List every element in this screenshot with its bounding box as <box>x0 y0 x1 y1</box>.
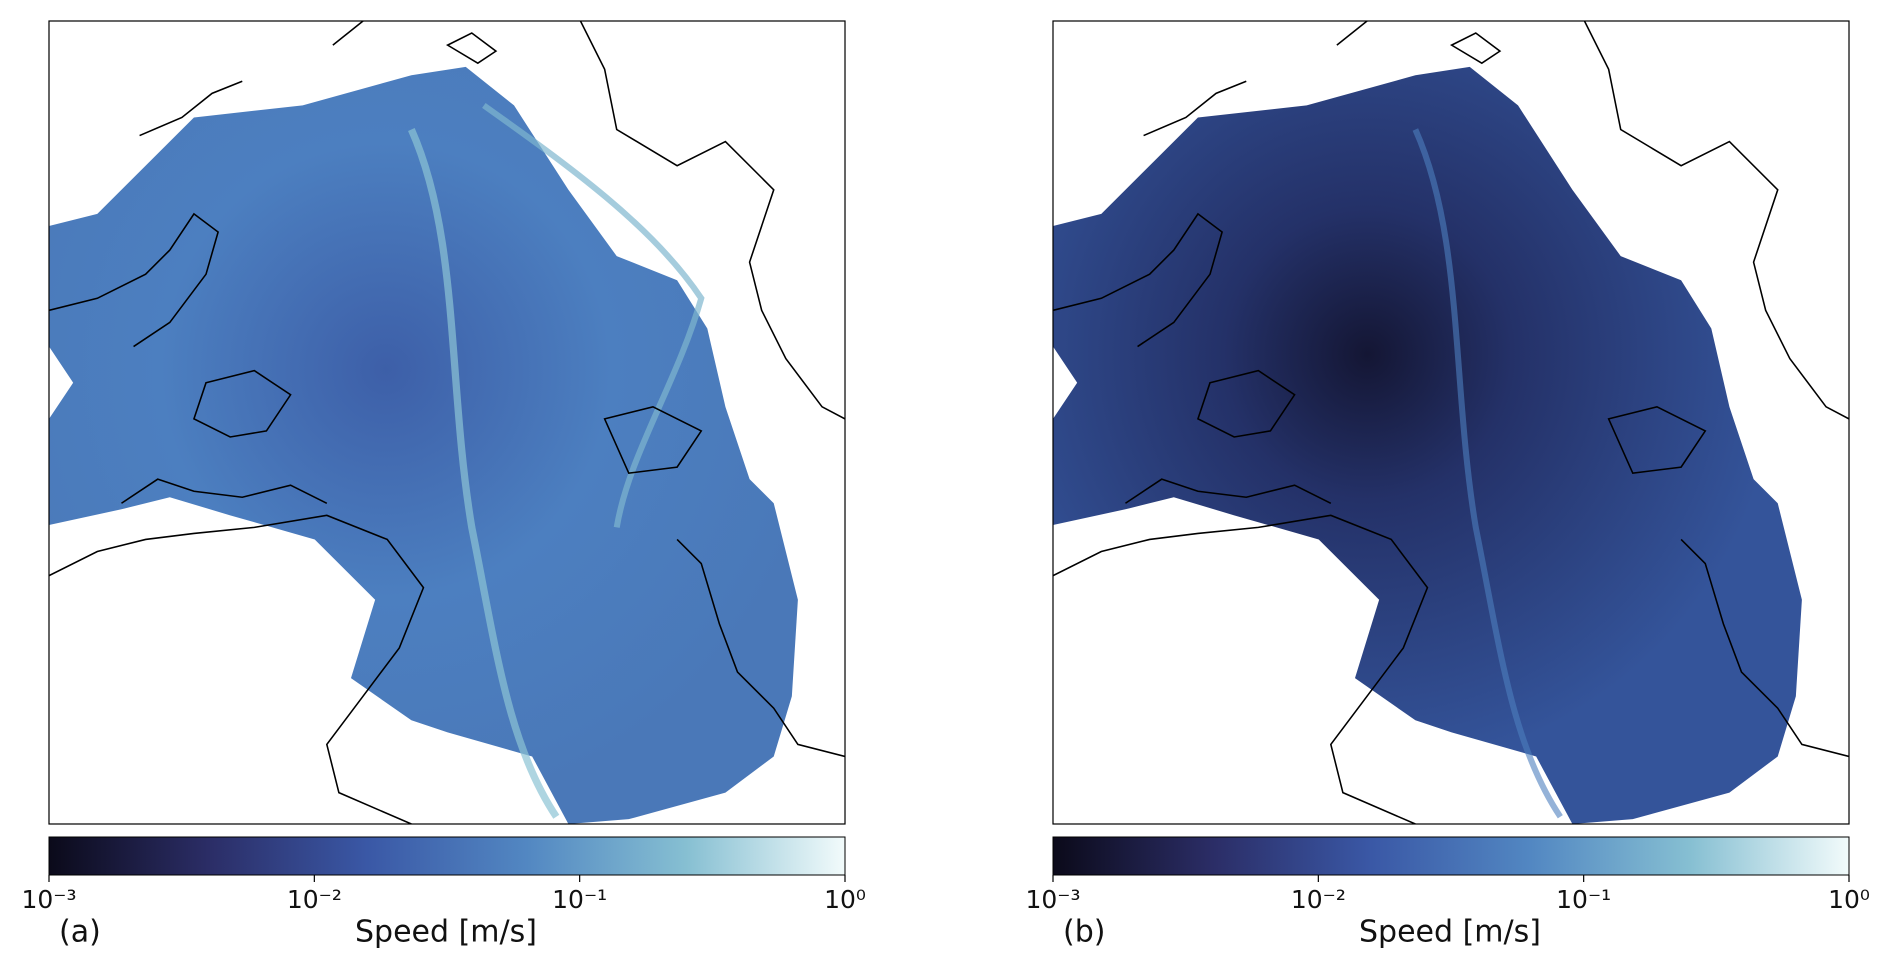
tick-label: 10⁻³ <box>1025 885 1080 914</box>
tick-label: 10⁻¹ <box>1556 885 1611 914</box>
current <box>408 128 560 819</box>
map-panel-a <box>48 20 846 825</box>
ocean <box>49 66 798 824</box>
panel-label: (a) <box>59 915 101 950</box>
panel-label: (b) <box>1063 915 1105 950</box>
axes-frame <box>1052 20 1850 825</box>
colorbar <box>1052 836 1850 876</box>
tick-label: 10⁻² <box>287 885 342 914</box>
colorbar-label: Speed [m/s] <box>355 915 537 950</box>
tick-label: 10⁻² <box>1291 885 1346 914</box>
tick-label: 10⁰ <box>824 885 866 914</box>
current <box>1412 128 1563 819</box>
tick-label: 10⁰ <box>1828 885 1870 914</box>
current <box>482 102 705 528</box>
axes-frame <box>48 20 846 825</box>
ocean <box>1053 66 1802 824</box>
colorbar <box>48 836 846 876</box>
tick-label: 10⁻³ <box>21 885 76 914</box>
map-panel-b <box>1052 20 1850 825</box>
colorbar-label: Speed [m/s] <box>1359 915 1541 950</box>
tick-label: 10⁻¹ <box>552 885 607 914</box>
